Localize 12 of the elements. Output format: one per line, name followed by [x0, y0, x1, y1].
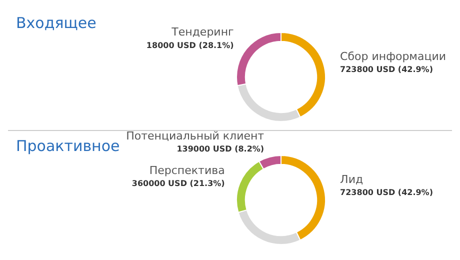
- data-label: 723800 USD (42.9%): [340, 188, 433, 198]
- slice-label: Лид: [340, 172, 364, 186]
- data-label: 139000 USD (8.2%): [176, 144, 264, 154]
- chart-title: Проактивное: [16, 137, 120, 155]
- chart-title: Входящее: [16, 14, 96, 32]
- slice-label: Потенциальный клиент: [126, 129, 265, 142]
- slice-label: Сбор информации: [340, 50, 446, 63]
- data-label: 360000 USD (21.3%): [132, 179, 225, 188]
- slice-label: Тендеринг: [170, 26, 234, 39]
- data-label: 18000 USD (28.1%): [146, 40, 234, 50]
- data-label: 723800 USD (42.9%): [340, 65, 433, 74]
- slice-label: Перспектива: [149, 164, 225, 177]
